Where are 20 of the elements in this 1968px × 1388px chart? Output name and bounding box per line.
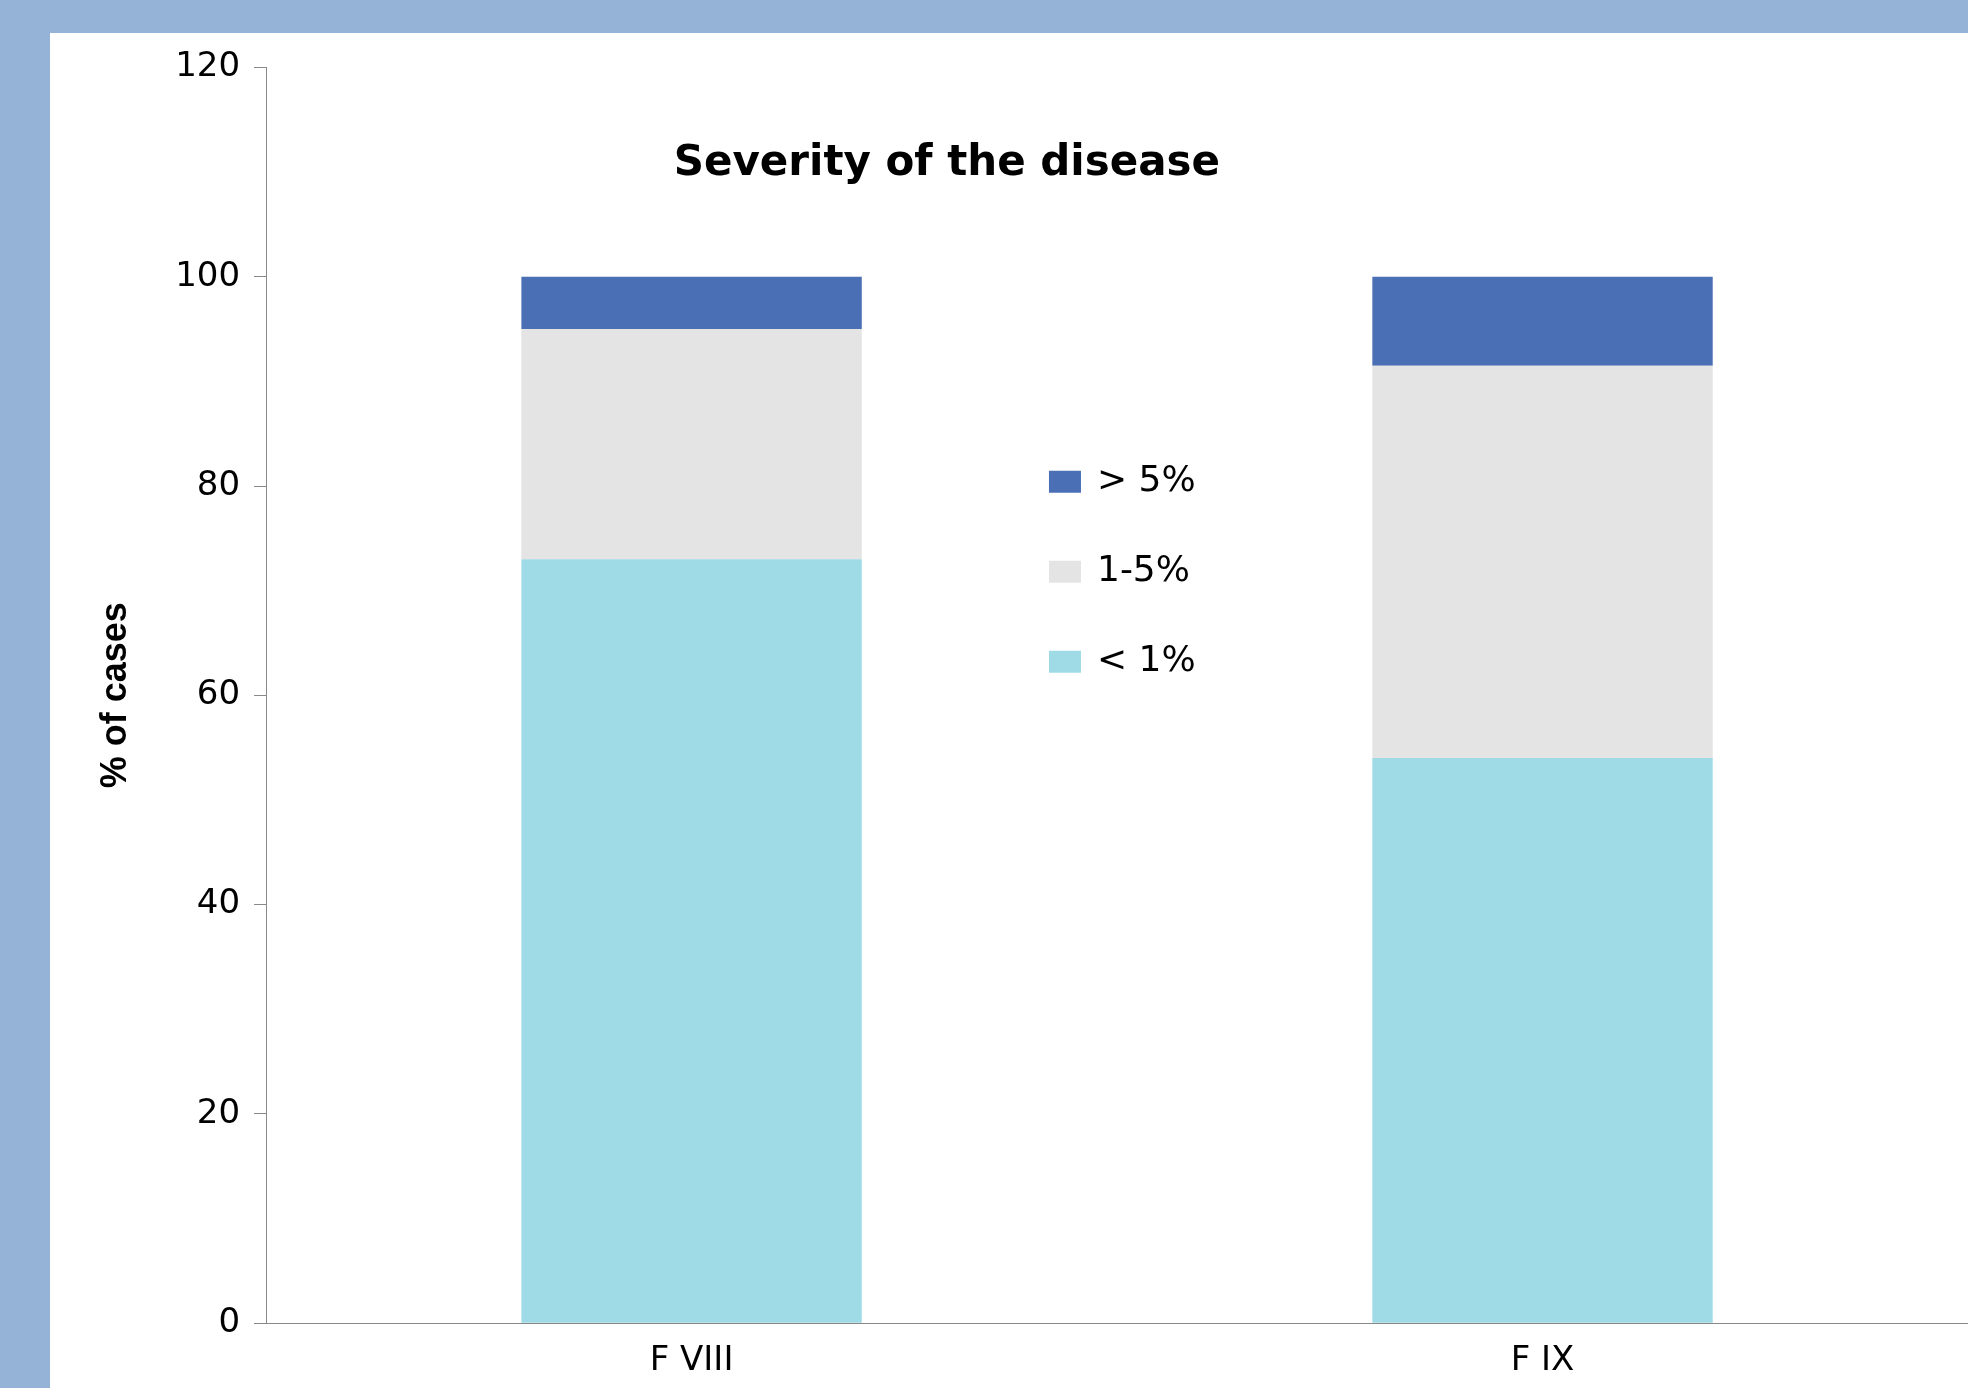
y-tick-label: 60 bbox=[196, 672, 241, 713]
y-tick-label: 40 bbox=[196, 881, 241, 922]
text: Severity of the disease bbox=[673, 136, 1221, 186]
y-tick-label: 80 bbox=[196, 462, 241, 503]
bar bbox=[521, 559, 862, 1323]
bar bbox=[1372, 276, 1713, 366]
legend-label: 1-5% bbox=[1096, 548, 1190, 590]
y-tick-label: 0 bbox=[218, 1300, 241, 1341]
y-tick-label: 100 bbox=[175, 253, 241, 294]
bar bbox=[1372, 758, 1713, 1323]
y-tick-label: 20 bbox=[196, 1090, 241, 1131]
legend-label: < 1% bbox=[1096, 638, 1196, 680]
y-tick-label: 120 bbox=[175, 44, 241, 85]
bar bbox=[521, 276, 862, 330]
bar bbox=[521, 329, 862, 560]
x-tick-label: F VIII bbox=[649, 1338, 734, 1379]
x-tick-label: F IX bbox=[1510, 1338, 1575, 1379]
bar bbox=[1372, 365, 1713, 759]
y-axis-title: % of cases bbox=[92, 602, 134, 789]
legend-label: > 5% bbox=[1096, 458, 1196, 500]
